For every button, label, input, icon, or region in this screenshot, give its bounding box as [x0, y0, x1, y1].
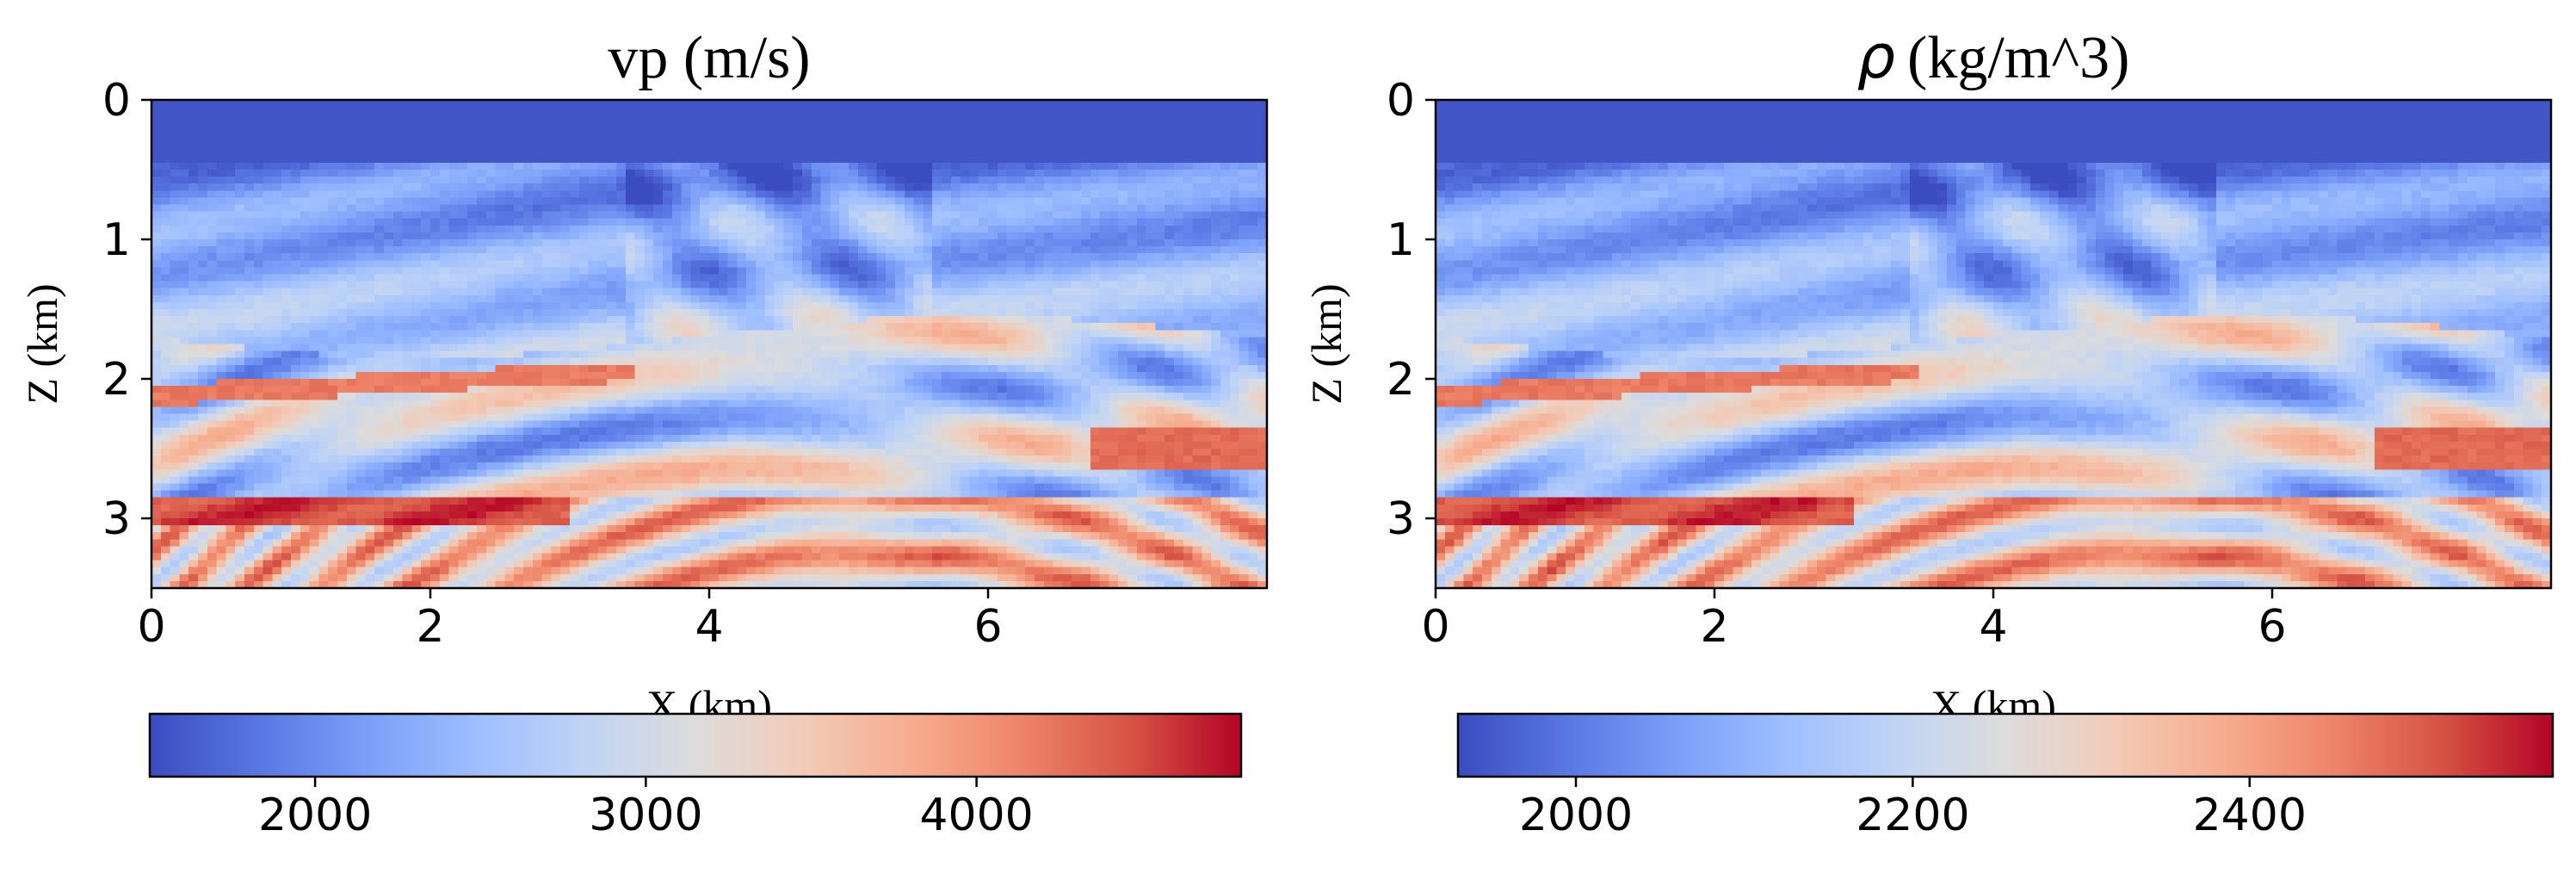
colorbar-tick-label: 3000 — [589, 790, 702, 841]
chart-title: ρ (kg/m^3) — [1857, 22, 2130, 92]
colorbar-frame — [1456, 712, 2554, 778]
colorbar-frame — [148, 712, 1243, 778]
x-tick-label: 6 — [973, 601, 1002, 653]
heatmap-vp — [151, 100, 1268, 589]
x-tick-label: 6 — [2258, 601, 2286, 653]
y-axis-label: Z (km) — [1302, 283, 1350, 404]
y-tick-label: 1 — [102, 214, 131, 266]
colorbar-tick-label: 2400 — [2193, 790, 2307, 841]
y-tick-label: 2 — [1387, 354, 1415, 406]
colorbar-gradient — [1458, 714, 2553, 777]
colorbar-vp: 2000 3000 4000 — [148, 712, 1243, 841]
colorbar-tick-label: 2200 — [1856, 790, 1969, 841]
y-tick-label: 2 — [102, 354, 131, 406]
chart-title: vp (m/s) — [608, 25, 810, 91]
colorbar-tick-label: 4000 — [919, 790, 1033, 841]
x-tick-label: 0 — [137, 601, 165, 653]
x-tick-label: 4 — [1979, 601, 2007, 653]
y-tick-label: 3 — [102, 493, 131, 545]
colorbar-rho: 2000 2200 2400 — [1456, 712, 2554, 841]
y-tick-label: 1 — [1387, 214, 1415, 266]
y-tick-label: 0 — [1387, 75, 1415, 127]
y-axis-label: Z (km) — [18, 283, 66, 404]
x-tick-label: 2 — [416, 601, 444, 653]
y-tick-label: 3 — [1387, 493, 1415, 545]
colorbar-gradient — [150, 714, 1241, 777]
x-tick-label: 2 — [1700, 601, 1728, 653]
colorbar-tick-label: 2000 — [258, 790, 372, 841]
colorbar-tick-label: 2000 — [1519, 790, 1633, 841]
heatmap-rho — [1436, 100, 2552, 589]
x-tick-label: 0 — [1421, 601, 1449, 653]
x-tick-label: 4 — [695, 601, 723, 653]
y-tick-label: 0 — [102, 75, 131, 127]
